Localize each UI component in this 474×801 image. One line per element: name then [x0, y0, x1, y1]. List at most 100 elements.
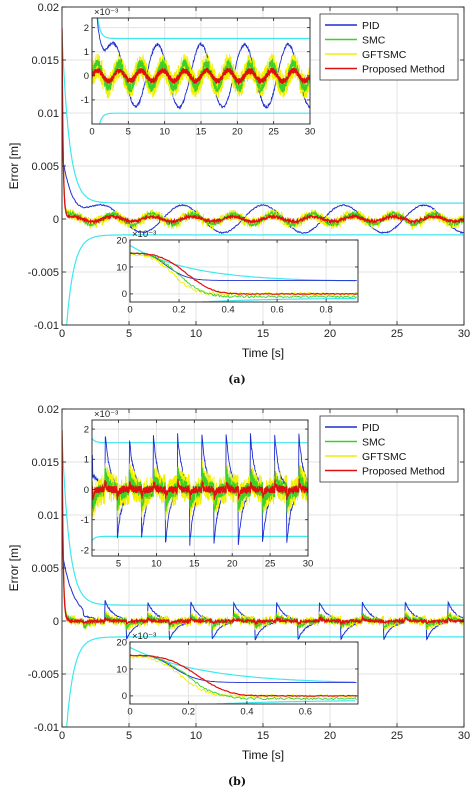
inset-transient-xtick-label: 0.4	[221, 305, 234, 316]
inset-transient-ytick-label: 10	[116, 664, 127, 675]
inset-transient-ytick-label: 0	[122, 289, 127, 300]
main-xtick-label: 10	[190, 730, 202, 742]
series-bound-line	[62, 33, 464, 204]
inset-transient-series	[130, 244, 358, 302]
inset-steady-frame	[91, 419, 309, 557]
x-axis-label: Time [s]	[242, 346, 284, 360]
legend-label-gftsmc: GFTSMC	[362, 49, 407, 61]
inset-steady-ytick-label: 0	[84, 71, 89, 82]
inset-transient-frame	[129, 641, 359, 705]
main-frame	[61, 408, 465, 728]
series-bound-line	[62, 435, 464, 606]
inset-steady-ytick-label: -2	[81, 545, 89, 556]
main-ytick-label: -0.005	[28, 267, 59, 279]
main-ytick-label: -0.005	[28, 669, 59, 681]
main-xtick-label: 10	[190, 328, 202, 340]
inset-steady-ytick-label: -1	[81, 95, 89, 106]
inset-series-gftsmc	[92, 52, 310, 99]
legend-label-proposed-method: Proposed Method	[362, 63, 445, 75]
main-ytick-label: 0.01	[38, 108, 59, 120]
series-bound-line	[66, 234, 464, 325]
main-ytick-label: 0.02	[38, 2, 59, 14]
main-ytick-label: 0	[53, 214, 59, 226]
inset-steady-multiplier: ×10⁻³	[94, 7, 118, 18]
inset-steady-xtick-label: 20	[227, 559, 238, 570]
main-xtick-label: 5	[126, 730, 132, 742]
y-axis-label: Error [m]	[7, 545, 21, 592]
inset-bound-line	[203, 700, 356, 704]
inset-series-pid	[130, 253, 357, 281]
series-bound-line	[66, 636, 464, 727]
series-line-smc	[62, 430, 464, 631]
inset-transient-xtick-label: 0	[127, 707, 132, 718]
inset-steady-series	[92, 433, 308, 546]
inset-transient-ytick-label: 0	[122, 691, 127, 702]
inset-transient-ytick-label: 20	[116, 235, 127, 246]
inset-bound-line	[130, 646, 356, 683]
main-xtick-label: 25	[391, 730, 403, 742]
y-axis-label: Error [m]	[7, 143, 21, 190]
main-xtick-label: 25	[391, 328, 403, 340]
main-xtick-label: 15	[257, 328, 269, 340]
inset-transient-xtick-label: 0.2	[172, 305, 185, 316]
main-xtick-label: 30	[458, 730, 470, 742]
inset-steady-xtick-label: 5	[126, 127, 131, 138]
series-line-proposed-method	[62, 28, 464, 226]
inset-steady-xtick-label: 30	[303, 559, 314, 570]
main-series-group	[62, 430, 464, 727]
main-ytick-label: -0.01	[34, 320, 59, 332]
inset-transient-background	[130, 642, 358, 704]
inset-transient-frame	[129, 239, 359, 303]
main-series-group	[62, 28, 464, 325]
main-ytick-label: 0.005	[31, 161, 59, 173]
inset-bound-line	[97, 18, 310, 40]
inset-transient-ytick-label: 10	[116, 262, 127, 273]
inset-steady-multiplier: ×10⁻³	[94, 409, 118, 420]
main-xtick-label: 15	[257, 730, 269, 742]
main-ytick-label: 0.015	[31, 55, 59, 67]
inset-bound-line	[92, 535, 308, 541]
inset-transient-ytick-label: 20	[116, 637, 127, 648]
inset-steady-xtick-label: 10	[151, 559, 162, 570]
inset-series-proposed-method	[92, 67, 310, 86]
subfigure-caption: (b)	[228, 775, 246, 788]
inset-steady-xtick-label: 25	[265, 559, 276, 570]
inset-transient-series	[130, 646, 357, 704]
main-xtick-label: 20	[324, 328, 336, 340]
legend-label-proposed-method: Proposed Method	[362, 465, 445, 477]
legend-label-gftsmc: GFTSMC	[362, 451, 407, 463]
main-xtick-label: 0	[59, 730, 65, 742]
main-frame	[61, 6, 465, 326]
main-xtick-label: 0	[59, 328, 65, 340]
inset-steady-xtick-label: 30	[305, 127, 316, 138]
series-line-proposed-method	[62, 430, 464, 626]
inset-transient-xtick-label: 0.4	[240, 707, 253, 718]
main-ytick-label: 0	[53, 616, 59, 628]
inset-series-smc	[92, 58, 310, 93]
x-axis-label: Time [s]	[242, 748, 284, 762]
inset-steady-xtick-label: 10	[159, 127, 170, 138]
legend-label-smc: SMC	[362, 34, 386, 46]
main-xtick-label: 20	[324, 730, 336, 742]
inset-steady-xtick-label: 25	[268, 127, 279, 138]
inset-steady-series	[92, 18, 310, 124]
inset-series-smc	[130, 654, 357, 701]
main-ytick-label: -0.01	[34, 722, 59, 734]
inset-steady-xtick-label: 5	[116, 559, 121, 570]
inset-transient-xtick-label: 0.2	[182, 707, 195, 718]
main-ytick-label: 0.005	[31, 563, 59, 575]
inset-series-smc	[130, 252, 358, 299]
inset-transient-multiplier: ×10⁻³	[132, 631, 156, 642]
main-ytick-label: 0.02	[38, 404, 59, 416]
inset-bound-line	[98, 112, 310, 124]
inset-series-pid	[130, 655, 357, 683]
inset-transient-xtick-label: 0.8	[320, 305, 333, 316]
main-xtick-label: 5	[126, 328, 132, 340]
inset-transient-multiplier: ×10⁻³	[132, 229, 156, 240]
inset-steady-xtick-label: 15	[189, 559, 200, 570]
inset-bound-line	[92, 438, 308, 444]
chart-panel-a: 0 5 10 15 20 25 30 -0.01 -0.005 0 0.005 0.01 0.015 0.…	[7, 2, 470, 386]
inset-steady-ytick-label: 2	[84, 424, 89, 435]
inset-steady-frame	[91, 17, 311, 125]
